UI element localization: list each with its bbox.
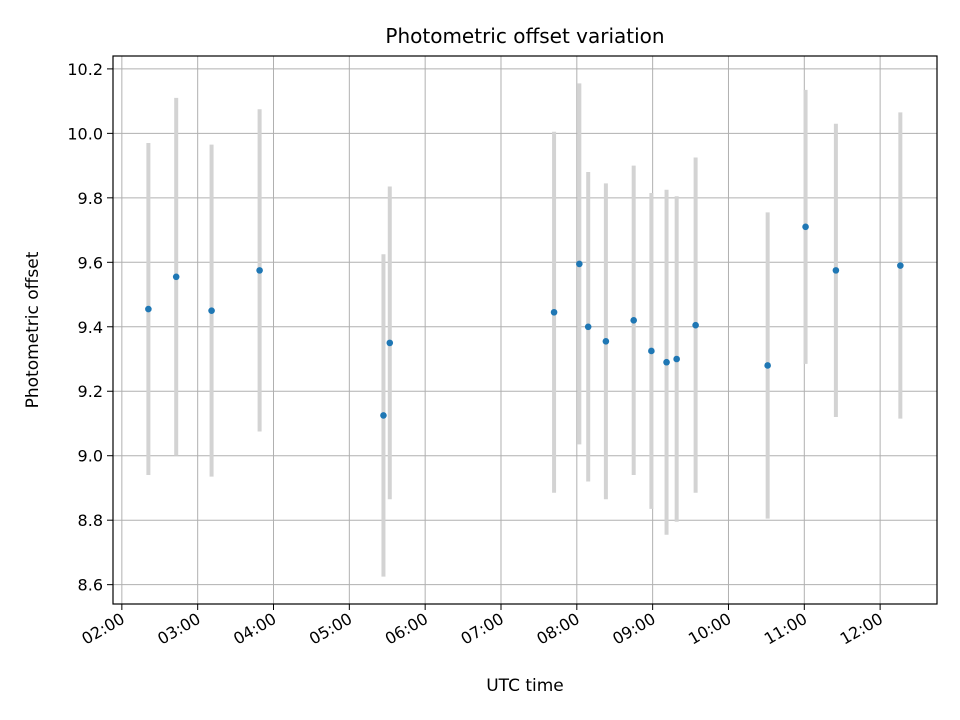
data-point — [256, 267, 263, 274]
data-point — [602, 337, 610, 345]
data-point — [386, 339, 394, 347]
data-point — [692, 321, 699, 329]
data-point — [172, 273, 180, 281]
y-tick-label: 8.8 — [78, 511, 103, 530]
y-axis-ticks: 8.6 8.8 9.0 9.2 9.4 9.6 9.8 10.0 10.2 — [67, 60, 113, 595]
data-point — [145, 305, 152, 313]
y-tick-label: 10.0 — [67, 124, 103, 143]
y-tick-label: 9.0 — [78, 447, 103, 466]
data-point — [550, 308, 558, 316]
data-point — [764, 362, 771, 369]
x-axis-label: UTC time — [486, 676, 564, 696]
data-point — [584, 323, 592, 331]
data-point — [897, 262, 904, 269]
y-tick-label: 9.2 — [78, 382, 103, 401]
y-axis-label: Photometric offset — [23, 251, 43, 408]
y-tick-label: 9.4 — [78, 318, 103, 337]
data-point — [380, 412, 387, 419]
data-point — [208, 307, 215, 314]
y-tick-label: 8.6 — [78, 576, 103, 595]
data-point — [648, 347, 655, 355]
data-point — [832, 267, 840, 274]
data-points — [145, 223, 904, 419]
data-point — [576, 260, 583, 268]
grid — [113, 56, 937, 604]
data-point — [673, 355, 680, 363]
y-tick-label: 9.6 — [78, 253, 103, 272]
chart-title: Photometric offset variation — [385, 24, 664, 48]
data-point — [630, 317, 637, 324]
plot-frame — [112, 55, 938, 605]
data-point — [663, 358, 670, 366]
y-tick-label: 10.2 — [67, 60, 103, 79]
y-tick-label: 9.8 — [78, 189, 103, 208]
data-point — [802, 223, 809, 231]
